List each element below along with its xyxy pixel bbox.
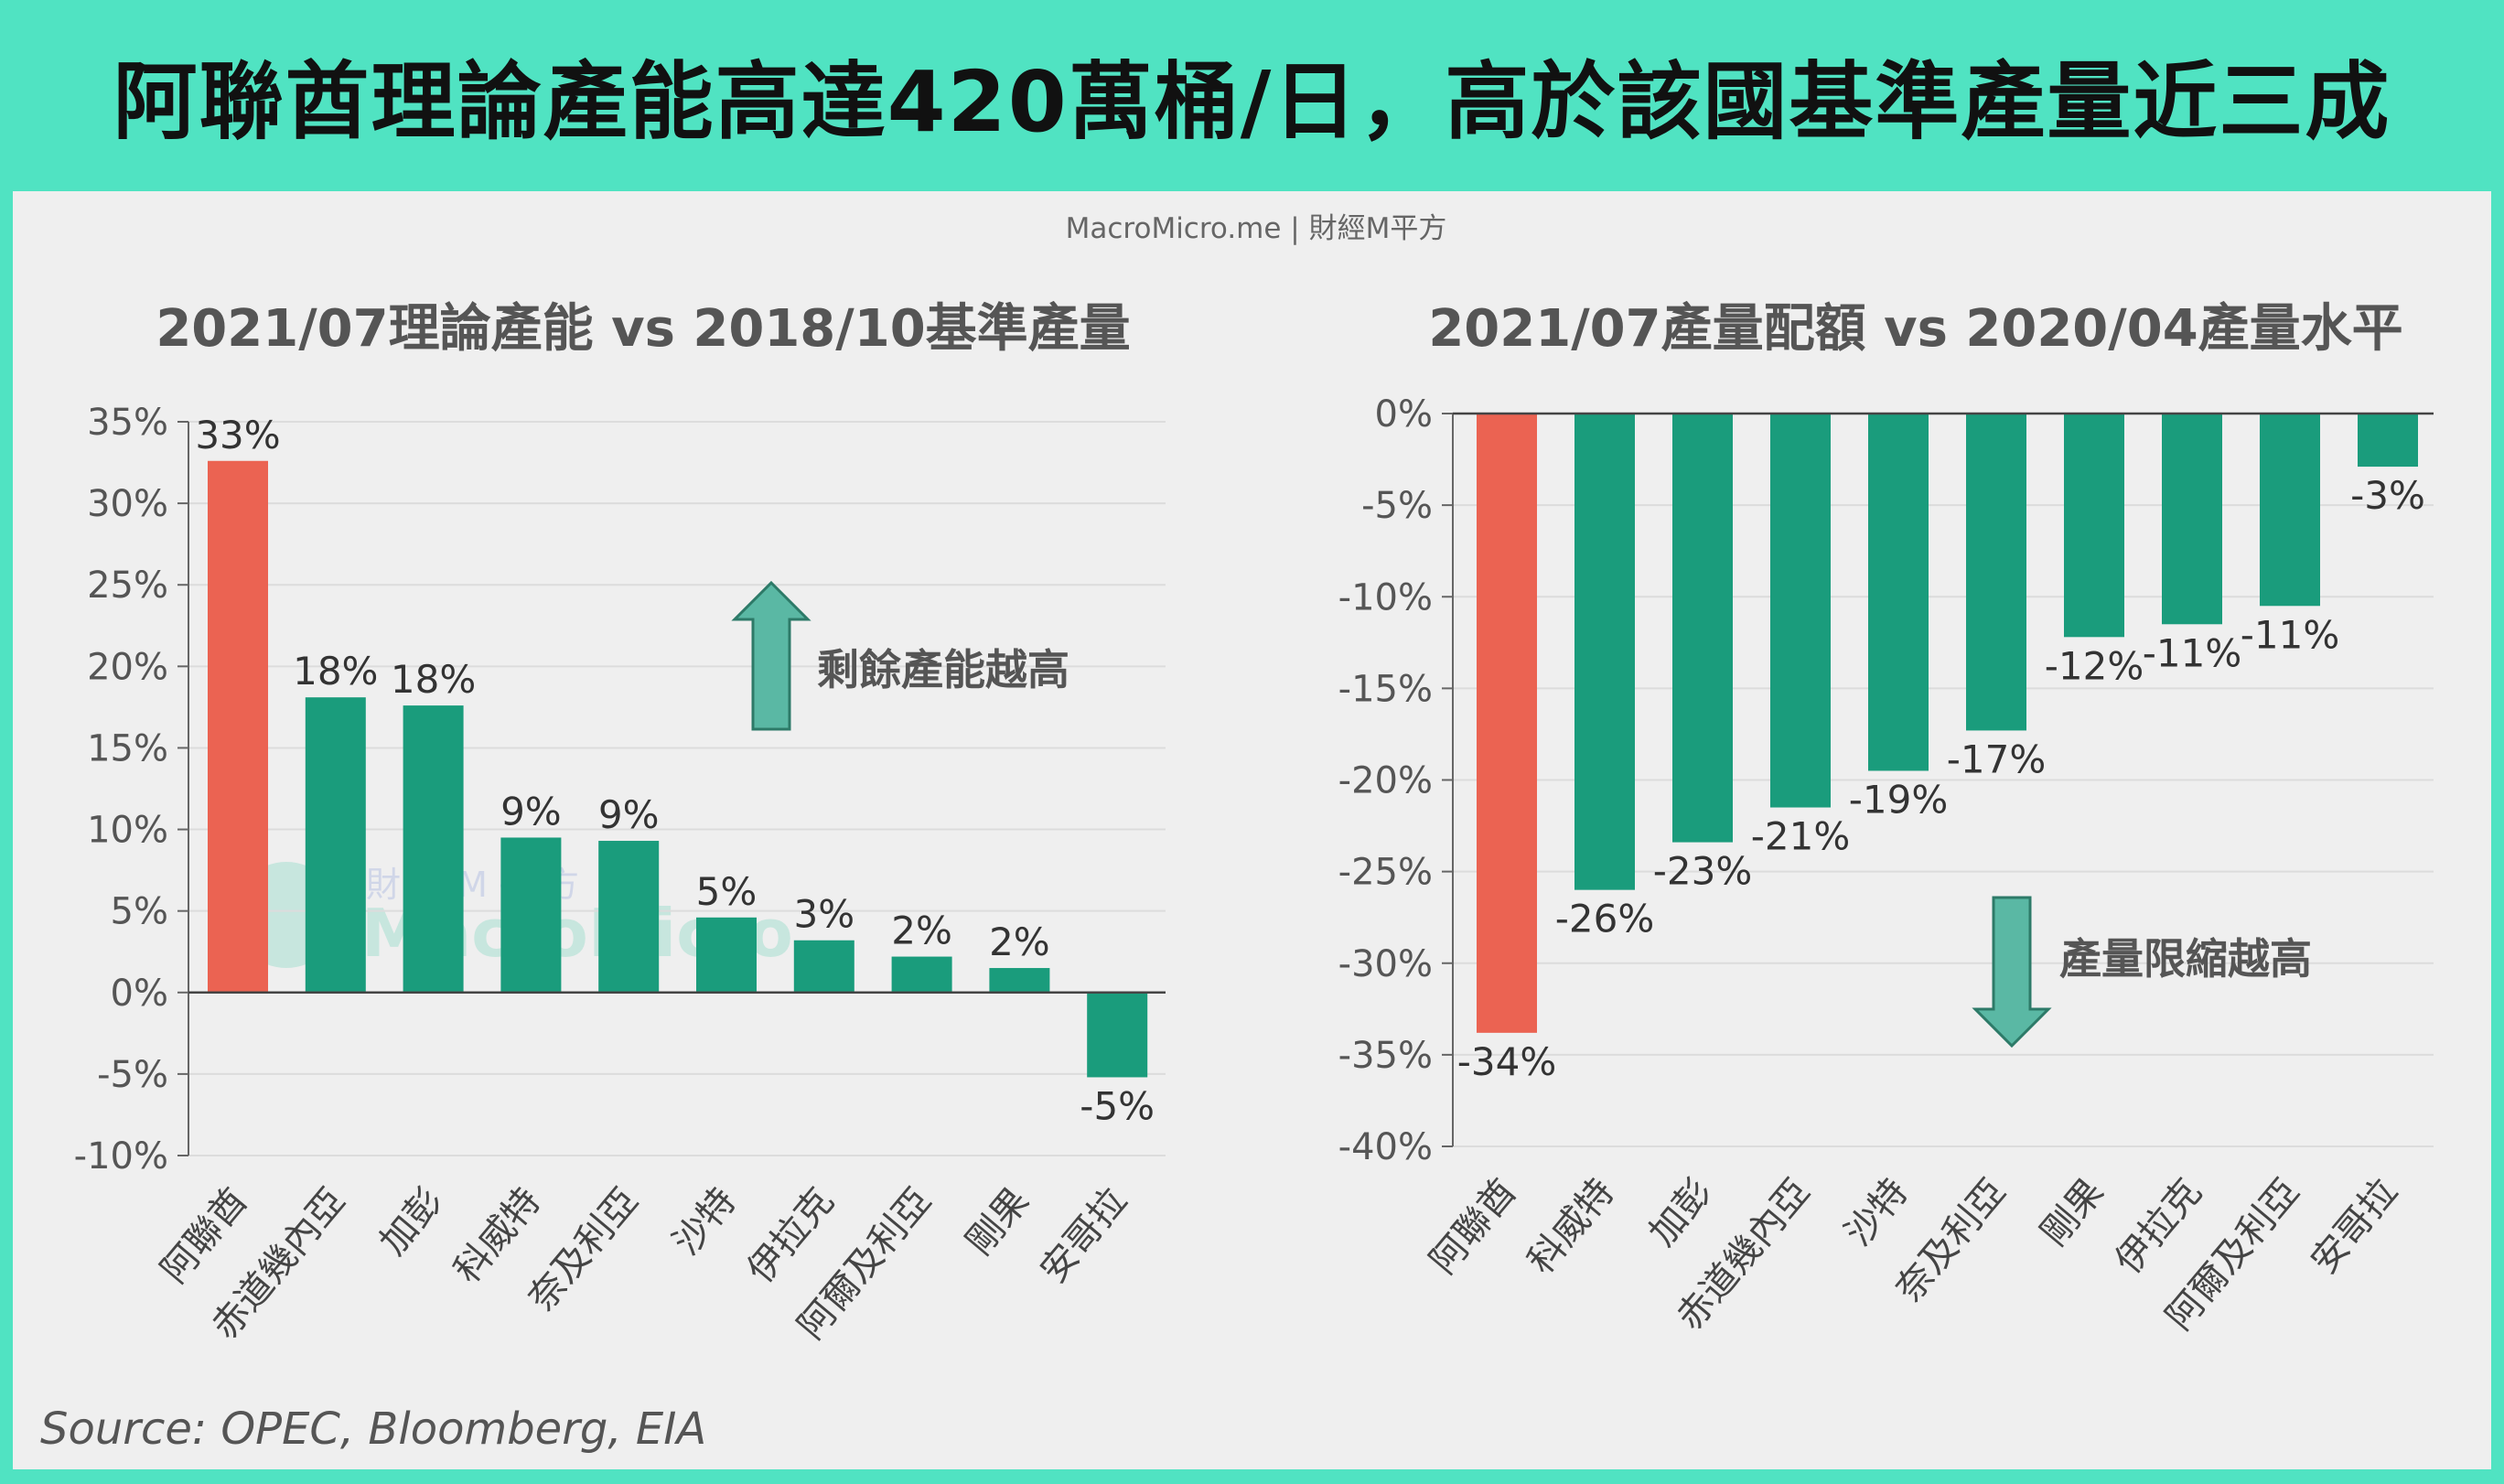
bar: [793, 940, 854, 993]
data-label: -3%: [2350, 473, 2425, 518]
y-tick-label: -40%: [1338, 1126, 1433, 1168]
y-tick-label: 0%: [111, 973, 168, 1015]
y-tick-label: -25%: [1338, 852, 1433, 894]
bar: [891, 956, 952, 993]
bar: [1477, 414, 1537, 1033]
y-tick-label: 0%: [1375, 393, 1433, 436]
bar: [305, 697, 366, 993]
annotation-text: 剩餘產能越高: [817, 645, 1069, 694]
page-title: 阿聯酋理論產能高達420萬桶/日，高於該國基準產量近三成: [113, 52, 2391, 151]
y-tick-label: -35%: [1338, 1035, 1433, 1077]
y-tick-label: -30%: [1338, 943, 1433, 985]
data-label: -21%: [1751, 814, 1851, 859]
bar: [2260, 414, 2320, 607]
data-label: 18%: [391, 657, 476, 702]
chart-left: 2021/07理論產能 vs 2018/10基準產量 35% 30% 25% 20% 15…: [74, 299, 1166, 1348]
header-banner: 阿聯酋理論產能高達420萬桶/日，高於該國基準產量近三成: [0, 0, 2504, 188]
data-label: -11%: [2241, 612, 2340, 657]
bar: [1868, 414, 1929, 771]
y-tick-label: -15%: [1338, 668, 1433, 710]
bar: [598, 841, 660, 993]
y-tick-label: 15%: [87, 727, 168, 769]
y-tick-label: 5%: [111, 891, 168, 933]
y-tick-label: 30%: [87, 483, 168, 525]
data-label: -17%: [1947, 737, 2047, 781]
data-label: -12%: [2045, 643, 2144, 688]
data-label: 33%: [195, 413, 280, 457]
y-tick-label: -20%: [1338, 760, 1433, 802]
y-tick-label: -5%: [1361, 485, 1433, 527]
source-note: Source: OPEC, Bloomberg, EIA: [40, 1403, 706, 1455]
arrow-down-icon: [1972, 896, 2052, 1048]
y-tick-label: 20%: [87, 646, 168, 688]
chart-title: 2021/07產量配額 vs 2020/04產量水平: [1428, 299, 2402, 359]
bar: [1770, 414, 1831, 808]
site-watermark: MacroMicro.me | 財經M平方: [1066, 212, 1447, 245]
bar: [403, 705, 464, 993]
y-tick-label: 25%: [87, 565, 168, 607]
y-tick-label: -10%: [1338, 576, 1433, 618]
y-tick-label: 35%: [87, 402, 168, 444]
bar: [208, 460, 268, 993]
bar: [989, 968, 1050, 993]
data-label: 18%: [293, 649, 378, 694]
bar: [696, 917, 757, 993]
y-tick-label: -5%: [97, 1054, 168, 1096]
data-label: -5%: [1080, 1083, 1155, 1128]
y-tick-label: 10%: [87, 810, 168, 852]
bar: [500, 837, 562, 993]
bar: [1966, 414, 2026, 731]
data-label: 9%: [598, 792, 660, 837]
data-label: 9%: [500, 789, 562, 833]
data-label: 2%: [989, 919, 1050, 964]
annotation-text: 產量限縮越高: [2059, 934, 2312, 984]
chart-title: 2021/07理論產能 vs 2018/10基準產量: [156, 299, 1130, 359]
bar: [1574, 414, 1635, 890]
data-label: -19%: [1849, 777, 1949, 822]
bar: [2064, 414, 2124, 638]
bar: [2162, 414, 2222, 625]
arrow-up-icon: [731, 580, 811, 731]
y-tick-label: -10%: [74, 1135, 168, 1178]
data-label: -23%: [1653, 849, 1753, 894]
data-label: -26%: [1555, 897, 1655, 941]
bar: [1672, 414, 1733, 843]
data-label: 3%: [793, 892, 854, 937]
data-label: 2%: [891, 909, 952, 953]
bar: [2358, 414, 2418, 468]
data-label: -11%: [2143, 630, 2242, 675]
bar: [1087, 992, 1148, 1078]
data-label: 5%: [696, 869, 758, 914]
data-label: -34%: [1457, 1039, 1557, 1084]
